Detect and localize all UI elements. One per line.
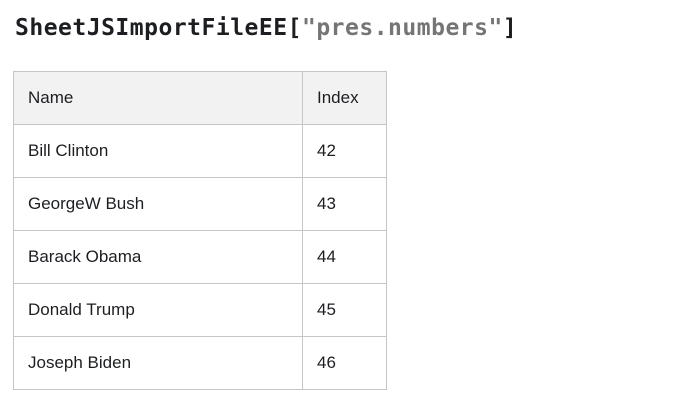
title-bracket-open: [ <box>287 15 302 41</box>
president-index-cell: 46 <box>302 336 387 390</box>
table-row: Joseph Biden 46 <box>13 336 387 390</box>
title-file-string: "pres.numbers" <box>301 15 503 41</box>
table-header-row: Name Index <box>13 71 387 125</box>
title-object-name: SheetJSImportFileEE <box>15 15 288 41</box>
table-row: GeorgeW Bush 43 <box>13 177 387 231</box>
page: SheetJSImportFileEE["pres.numbers"] Name… <box>13 12 684 390</box>
table-row: Donald Trump 45 <box>13 283 387 337</box>
title-bracket-close: ] <box>502 15 518 41</box>
table-body: Bill Clinton 42 GeorgeW Bush 43 Barack Obama… <box>13 124 387 390</box>
page-title: SheetJSImportFileEE["pres.numbers"] <box>15 12 684 44</box>
presidents-table: Name Index Bill Clinton 42 GeorgeW Bush 43 B… <box>13 71 387 390</box>
president-index-cell: 42 <box>302 124 387 178</box>
column-header-name: Name <box>13 71 303 125</box>
president-name-cell: Barack Obama <box>13 230 303 284</box>
president-index-cell: 44 <box>302 230 387 284</box>
column-header-index: Index <box>302 71 387 125</box>
president-name-cell: Joseph Biden <box>13 336 303 390</box>
table-row: Barack Obama 44 <box>13 230 387 284</box>
table-header: Name Index <box>13 71 387 125</box>
president-name-cell: GeorgeW Bush <box>13 177 303 231</box>
president-index-cell: 43 <box>302 177 387 231</box>
table-row: Bill Clinton 42 <box>13 124 387 178</box>
president-index-cell: 45 <box>302 283 387 337</box>
president-name-cell: Bill Clinton <box>13 124 303 178</box>
president-name-cell: Donald Trump <box>13 283 303 337</box>
